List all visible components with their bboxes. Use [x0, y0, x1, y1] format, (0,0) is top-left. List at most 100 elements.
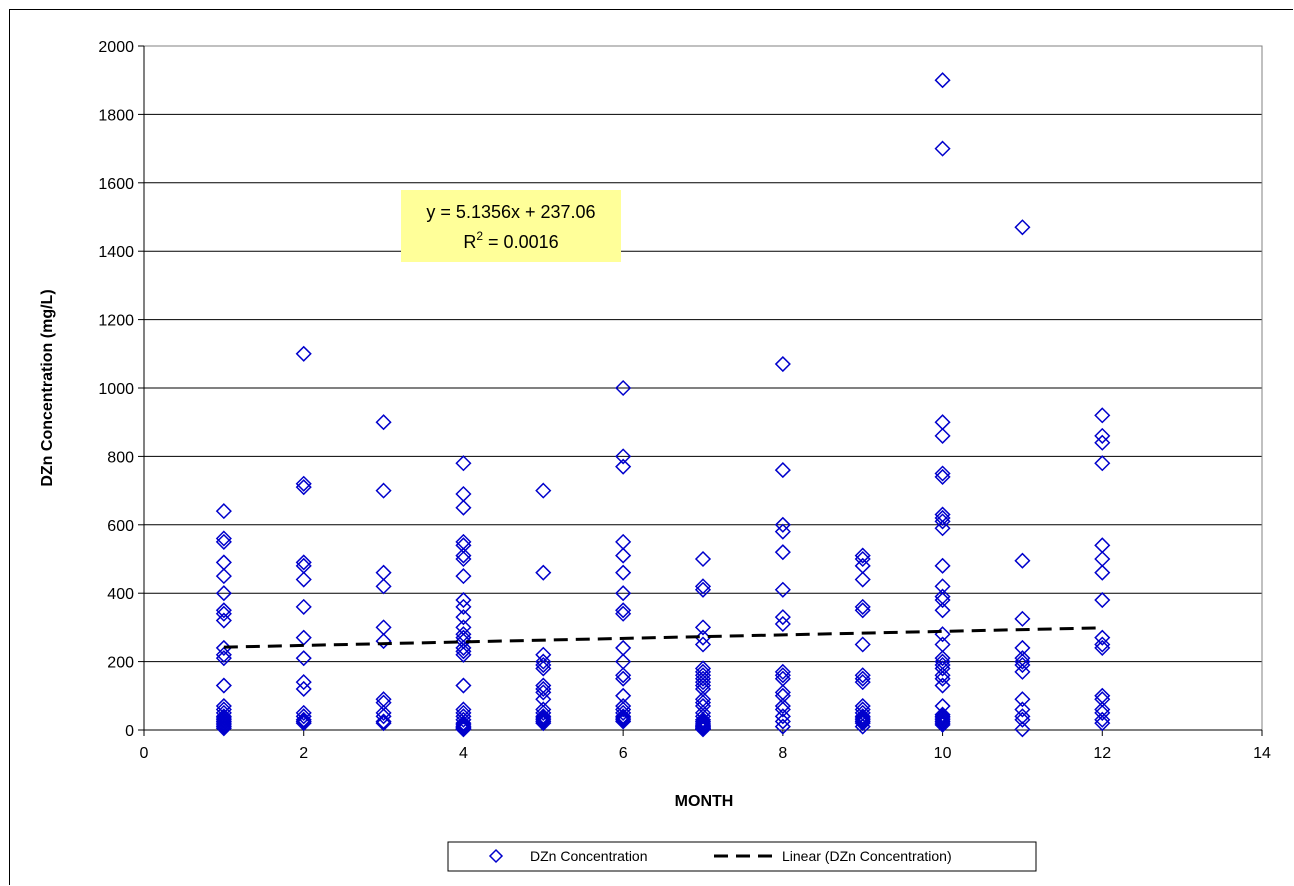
data-point: [615, 585, 632, 602]
y-tick-label: 1200: [98, 313, 134, 330]
data-point: [1094, 455, 1111, 472]
data-point: [1094, 407, 1111, 424]
data-point: [934, 427, 951, 444]
data-point: [1094, 704, 1111, 721]
data-point: [694, 619, 712, 636]
data-point: [694, 715, 712, 732]
data-point: [215, 650, 232, 667]
x-tick-label: 6: [619, 745, 628, 762]
data-point: [854, 667, 871, 684]
data-point: [694, 636, 712, 653]
data-point: [295, 571, 312, 588]
data-point: [215, 530, 232, 547]
data-point: [1094, 537, 1111, 554]
data-point: [934, 636, 951, 653]
data-point: [215, 568, 232, 585]
data-point: [535, 708, 552, 725]
data-point: [455, 716, 472, 733]
data-point: [295, 479, 312, 496]
y-axis-title: DZn Concentration (mg/L): [39, 289, 56, 486]
data-point: [934, 670, 951, 687]
data-point: [215, 709, 232, 727]
data-point: [854, 670, 871, 687]
data-point: [455, 677, 472, 694]
data-point: [1094, 434, 1111, 451]
annotation-background: [401, 190, 621, 262]
trendline: [223, 626, 1103, 649]
data-point: [535, 564, 552, 581]
data-point: [694, 674, 712, 691]
data-point: [934, 602, 951, 619]
x-tick-label: 14: [1253, 745, 1271, 762]
data-point: [854, 708, 871, 725]
data-point: [1014, 711, 1031, 728]
data-point: [375, 564, 392, 581]
data-point: [215, 677, 232, 694]
data-point: [455, 598, 472, 615]
data-point: [854, 715, 871, 732]
data-point: [934, 557, 951, 574]
data-point: [455, 547, 472, 564]
data-point: [934, 513, 951, 530]
data-point: [215, 720, 232, 737]
data-point: [1094, 636, 1111, 653]
data-point: [215, 605, 232, 622]
data-point: [455, 711, 472, 728]
legend-label-points: DZn Concentration: [530, 848, 648, 864]
data-point: [535, 709, 552, 727]
data-point: [455, 609, 472, 626]
data-point: [934, 677, 951, 694]
data-point: [854, 709, 871, 727]
data-point: [774, 713, 791, 730]
data-point: [774, 523, 791, 540]
data-point: [934, 72, 951, 89]
x-tick-label: 8: [778, 745, 787, 762]
data-point: [455, 639, 472, 656]
data-point: [215, 554, 232, 571]
y-tick-label: 2000: [98, 39, 134, 56]
data-point: [295, 475, 312, 492]
data-point: [1094, 564, 1111, 581]
data-point: [215, 718, 232, 735]
data-point: [854, 674, 871, 691]
y-tick-label: 600: [107, 518, 134, 535]
data-point: [694, 550, 712, 568]
r-squared-text: R2 = 0.0016: [463, 229, 558, 252]
data-point: [1094, 591, 1111, 609]
data-point: [694, 578, 712, 595]
data-point: [774, 544, 791, 561]
data-point: [1094, 550, 1111, 568]
data-point: [854, 636, 871, 653]
data-point: [215, 533, 232, 550]
data-point: [295, 680, 312, 698]
data-point: [615, 547, 632, 564]
data-point: [215, 715, 232, 732]
data-point: [615, 448, 632, 465]
data-point: [535, 653, 552, 670]
y-tick-label: 0: [125, 723, 134, 740]
data-point: [1014, 610, 1031, 627]
data-point: [774, 516, 791, 533]
data-point: [295, 650, 312, 667]
data-point: [375, 578, 392, 595]
data-point: [1014, 219, 1031, 236]
data-point: [615, 564, 632, 581]
data-point: [455, 485, 472, 503]
equation-text: y = 5.1356x + 237.06: [426, 202, 595, 222]
data-point: [215, 602, 232, 619]
data-point: [535, 713, 552, 730]
data-point: [455, 550, 472, 568]
data-point: [535, 704, 552, 721]
data-point: [455, 646, 472, 663]
data-point: [615, 533, 632, 550]
data-point: [774, 663, 791, 680]
data-point: [1094, 715, 1111, 732]
equation-annotation: y = 5.1356x + 237.06 R2 = 0.0016: [401, 190, 621, 262]
data-point: [295, 674, 312, 691]
data-point: [215, 503, 232, 520]
data-point: [535, 680, 552, 698]
data-point: [295, 629, 312, 646]
data-point: [375, 715, 392, 732]
data-point: [694, 711, 712, 728]
data-point: [615, 605, 632, 622]
